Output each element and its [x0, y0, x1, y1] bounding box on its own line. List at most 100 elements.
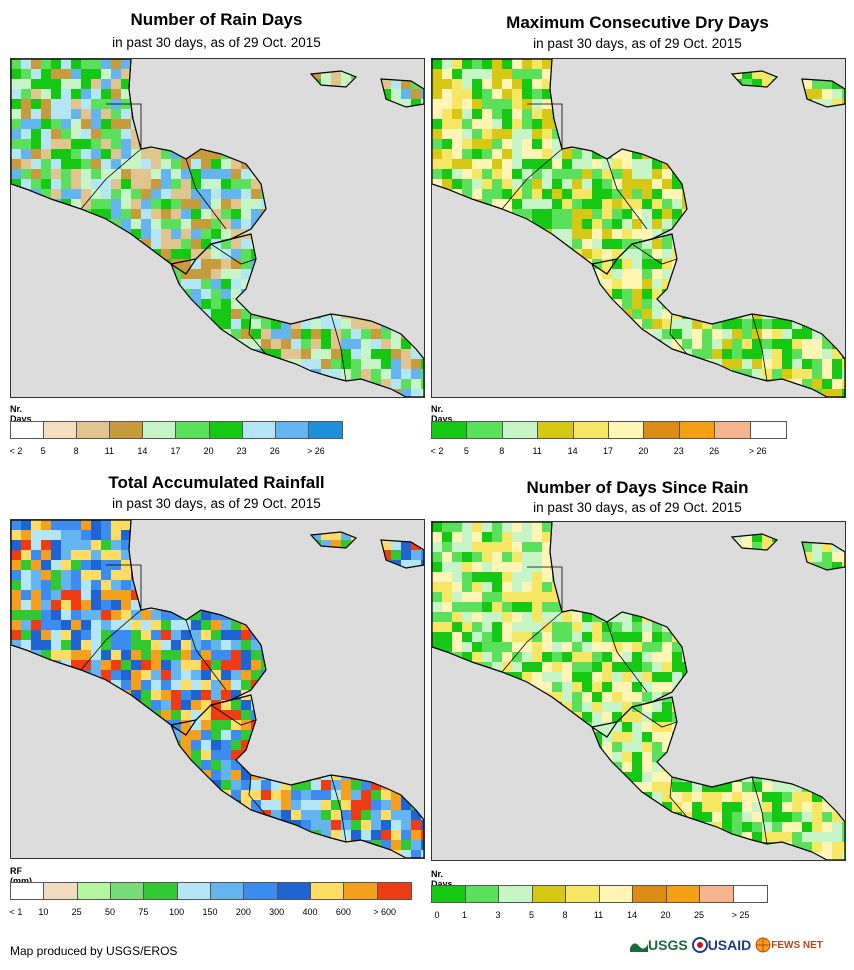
legend-swatch — [532, 886, 566, 902]
legend-swatch — [715, 422, 751, 438]
legend-swatch — [566, 886, 600, 902]
legend-tick-label: 5 — [528, 910, 535, 920]
legend-swatch — [277, 883, 311, 899]
map-grid-cells — [11, 59, 424, 397]
legend-tick-label: 14 — [567, 446, 578, 456]
legend-tick-label: 17 — [602, 446, 614, 456]
legend-bar — [431, 421, 787, 439]
map — [10, 58, 425, 398]
map — [431, 521, 846, 861]
legend-tick-label: 17 — [170, 446, 181, 456]
coastline — [730, 70, 779, 88]
legend-swatch — [176, 422, 210, 438]
coastline — [801, 78, 845, 108]
map-svg — [432, 522, 845, 860]
legend-tick-label: 26 — [269, 446, 280, 456]
legend-tick-label: 600 — [335, 907, 351, 917]
legend-swatch — [499, 886, 533, 902]
coastline — [170, 233, 424, 397]
legend-tick-label: 8 — [499, 446, 505, 456]
usaid-logo-text: USAID — [707, 937, 752, 953]
legend-swatch — [679, 422, 716, 438]
legend-swatch — [502, 422, 539, 438]
legend-tick-label: 14 — [626, 910, 638, 920]
country-border — [248, 313, 267, 355]
coastline — [11, 59, 267, 275]
country-border — [751, 776, 768, 845]
legend-swatch — [377, 883, 411, 899]
country-border — [669, 313, 688, 355]
legend-tick-label: 11 — [104, 446, 114, 456]
coastline — [730, 533, 779, 551]
legend-swatch — [432, 422, 468, 438]
map — [10, 519, 425, 859]
country-border — [185, 158, 227, 230]
map-svg — [11, 59, 424, 397]
country-border — [106, 103, 142, 149]
country-border — [248, 774, 267, 816]
legend-tick-label: 150 — [202, 907, 218, 917]
legend-tick-label: 20 — [660, 910, 671, 920]
country-border — [631, 243, 678, 265]
map-svg — [11, 520, 424, 858]
legend-ticks: < 1 10 25 50 75 100 150 200 300 400 600 > 600 — [10, 907, 410, 919]
legend-tick-label: 75 — [138, 907, 149, 917]
legend-swatch — [77, 883, 111, 899]
coastline — [591, 233, 845, 397]
legend-tick-label: 20 — [638, 446, 649, 456]
coastline — [380, 539, 424, 569]
legend-tick-label: 8 — [73, 446, 79, 456]
country-border — [501, 148, 563, 210]
legend-units: Nr. Days — [431, 869, 453, 889]
coastline — [170, 694, 424, 858]
legend-swatch — [209, 422, 243, 438]
fewsnet-globe-icon — [755, 937, 771, 953]
coastline — [309, 531, 358, 549]
legend-swatch — [538, 422, 574, 438]
coastline — [591, 696, 845, 860]
partner-logos: USGS USAID FEWS NET — [630, 930, 846, 960]
fewsnet-logo-text: FEWS NET — [771, 939, 823, 951]
usgs-logo-text: USGS — [648, 937, 688, 953]
legend-bar — [431, 885, 768, 903]
legend-ticks: 0 1 3 5 8 11 14 20 25 > 25 — [431, 910, 766, 922]
legend-swatch — [275, 422, 309, 438]
legend-tick-label: 11 — [593, 910, 604, 920]
legend-tick-label: 14 — [137, 446, 148, 456]
legend-swatch — [344, 883, 378, 899]
legend-tick-label: < 1 — [9, 907, 23, 917]
legend-swatch — [44, 883, 78, 899]
legend-swatch — [210, 883, 245, 899]
usaid-seal-icon — [691, 937, 708, 953]
legend-swatch — [467, 422, 503, 438]
panel-title: Number of Days Since Rain — [526, 478, 749, 497]
legend-tick-label: 0 — [434, 910, 440, 920]
panel-title: Maximum Consecutive Dry Days — [506, 13, 769, 32]
country-border — [330, 313, 347, 382]
legend-swatch — [11, 883, 45, 899]
country-border — [501, 611, 563, 673]
map-svg — [432, 59, 845, 397]
usgs-wave-icon — [630, 943, 648, 952]
usgs-logo: USGS — [630, 937, 688, 953]
legend-tick-label: 1 — [461, 910, 468, 920]
legend-swatch — [599, 886, 633, 902]
country-border — [80, 609, 142, 671]
legend-swatch — [244, 883, 278, 899]
credit-text: Map produced by USGS/EROS — [10, 944, 178, 958]
legend-swatch — [573, 422, 609, 438]
coastline — [432, 522, 688, 738]
coastline — [801, 541, 845, 571]
legend-tick-label: 200 — [235, 907, 251, 917]
legend-swatch — [750, 422, 786, 438]
country-border — [606, 621, 648, 693]
country-border — [751, 313, 768, 382]
country-border — [330, 774, 347, 843]
legend-tick-label: 20 — [203, 446, 214, 456]
legend-tick-label: > 600 — [373, 907, 397, 917]
country-border — [669, 776, 688, 818]
legend-tick-label: 5 — [40, 446, 46, 456]
coastline — [380, 78, 424, 108]
legend-tick-label: 400 — [302, 907, 318, 917]
country-border — [527, 566, 563, 612]
